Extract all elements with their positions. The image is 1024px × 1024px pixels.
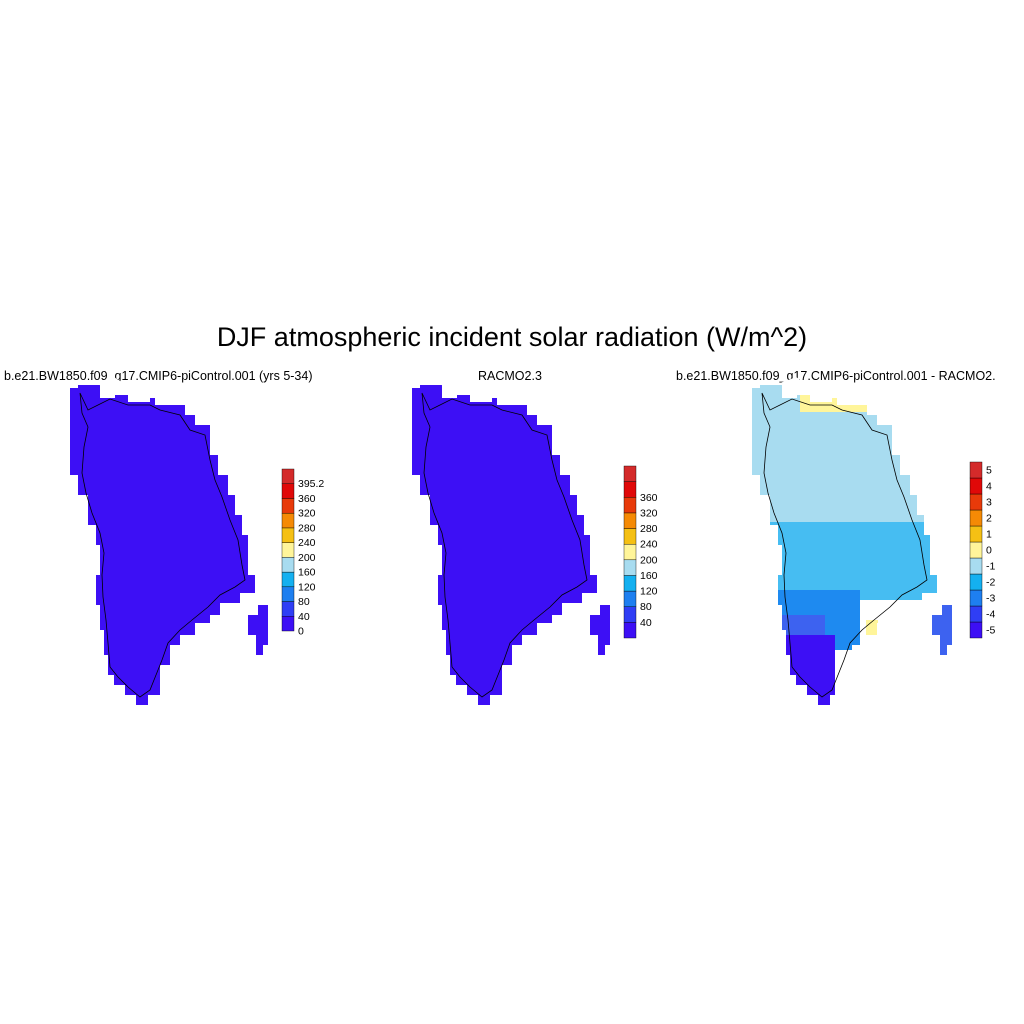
colorbar-swatch — [969, 573, 983, 591]
colorbar-swatch — [623, 528, 637, 545]
colorbar-tick-label: 40 — [640, 617, 652, 629]
colorbar-swatch — [969, 509, 983, 527]
colorbar-swatch — [281, 468, 295, 484]
colorbar-tick-label: 120 — [640, 586, 658, 598]
panel-2-iceland-field — [590, 605, 610, 655]
colorbar-tick-label: 80 — [298, 596, 310, 608]
colorbar-tick-label: 3 — [986, 497, 992, 509]
panel-1-north-gap — [98, 377, 126, 397]
colorbar-tick-label: 160 — [640, 570, 658, 582]
panel-2-map — [412, 377, 610, 705]
panel-3-band-north — [752, 385, 937, 528]
colorbar-swatch — [281, 557, 295, 573]
panel-1-map — [70, 377, 268, 705]
panel-3-positive-north — [800, 385, 900, 412]
panel-1-colorbar: 0 40 80 120 160 200 240 280 320 360 395.2 — [281, 468, 324, 638]
colorbar-swatch — [623, 575, 637, 592]
colorbar-tick-label: 395.2 — [298, 478, 324, 490]
panel-3-iceland-field — [932, 605, 952, 655]
colorbar-swatch — [623, 543, 637, 561]
colorbar-swatch — [281, 498, 295, 514]
colorbar-tick-label: 280 — [298, 522, 316, 534]
colorbar-swatch — [969, 525, 983, 543]
colorbar-tick-label: 0 — [986, 545, 992, 557]
panel-1-greenland-field — [70, 385, 255, 705]
colorbar-tick-label: -1 — [986, 561, 995, 573]
panel-3-positive-east — [866, 620, 878, 640]
colorbar-swatch — [969, 493, 983, 511]
colorbar-tick-label: 360 — [298, 493, 316, 505]
colorbar-swatch — [623, 481, 637, 498]
panel-3-band-mid — [752, 522, 937, 600]
colorbar-tick-label: -2 — [986, 577, 995, 589]
colorbar-swatch — [281, 571, 295, 588]
colorbar-tick-label: 1 — [986, 529, 992, 541]
colorbar-swatch — [969, 605, 983, 623]
colorbar-swatch — [281, 542, 295, 558]
colorbar-tick-label: 40 — [298, 611, 310, 623]
panel-3-band-min — [785, 635, 835, 705]
panel-2-title: RACMO2.3 — [478, 369, 542, 383]
panel-3-title: b.e21.BW1850.f09_g17.CMIP6-piControl.001… — [676, 369, 996, 383]
colorbar-swatch — [969, 557, 983, 575]
colorbar-tick-label: 240 — [298, 537, 316, 549]
colorbar-swatch — [281, 483, 295, 499]
colorbar-swatch — [281, 616, 295, 632]
colorbar-swatch — [969, 477, 983, 495]
panel-2-greenland-field — [412, 385, 597, 705]
colorbar-swatch — [623, 606, 637, 623]
colorbar-tick-label: 200 — [640, 554, 658, 566]
colorbar-tick-label: -4 — [986, 609, 995, 621]
colorbar-swatch — [623, 497, 637, 514]
colorbar-tick-label: 2 — [986, 513, 992, 525]
colorbar-tick-label: 4 — [986, 481, 992, 493]
colorbar-tick-label: 0 — [298, 626, 304, 638]
panel-3-colorbar: -5 -4 -3 -2 -1 0 1 2 3 4 5 — [969, 461, 995, 639]
panel-3-map — [752, 377, 952, 705]
colorbar-swatch — [623, 465, 637, 482]
colorbar-tick-label: 280 — [640, 523, 658, 535]
colorbar-swatch — [969, 461, 983, 479]
colorbar-swatch — [623, 559, 637, 576]
colorbar-swatch — [623, 512, 637, 529]
colorbar-tick-label: 160 — [298, 567, 316, 579]
colorbar-swatch — [969, 541, 983, 559]
colorbar-tick-label: 80 — [640, 601, 652, 613]
colorbar-swatch — [281, 601, 295, 617]
colorbar-swatch — [623, 590, 637, 607]
panel-2-colorbar: 40 80 120 160 200 240 280 320 360 — [623, 465, 658, 639]
panel-1-title: b.e21.BW1850.f09_g17.CMIP6-piControl.001… — [4, 369, 313, 383]
colorbar-swatch — [281, 527, 295, 543]
colorbar-tick-label: 320 — [298, 508, 316, 520]
panel-1-iceland-field — [248, 605, 268, 655]
panel-2-north-gap — [440, 377, 468, 397]
colorbar-tick-label: 240 — [640, 539, 658, 551]
colorbar-tick-label: -3 — [986, 593, 995, 605]
colorbar-tick-label: 200 — [298, 552, 316, 564]
colorbar-swatch — [969, 589, 983, 607]
colorbar-tick-label: 120 — [298, 581, 316, 593]
colorbar-swatch — [623, 622, 637, 639]
colorbar-swatch — [281, 586, 295, 602]
colorbar-swatch — [281, 512, 295, 529]
figure-title: DJF atmospheric incident solar radiation… — [216, 322, 808, 352]
panel-3-north-gap — [780, 377, 808, 397]
colorbar-tick-label: 320 — [640, 507, 658, 519]
colorbar-tick-label: 5 — [986, 465, 992, 477]
colorbar-tick-label: 360 — [640, 492, 658, 504]
colorbar-tick-label: -5 — [986, 625, 995, 637]
colorbar-swatch — [969, 621, 983, 639]
